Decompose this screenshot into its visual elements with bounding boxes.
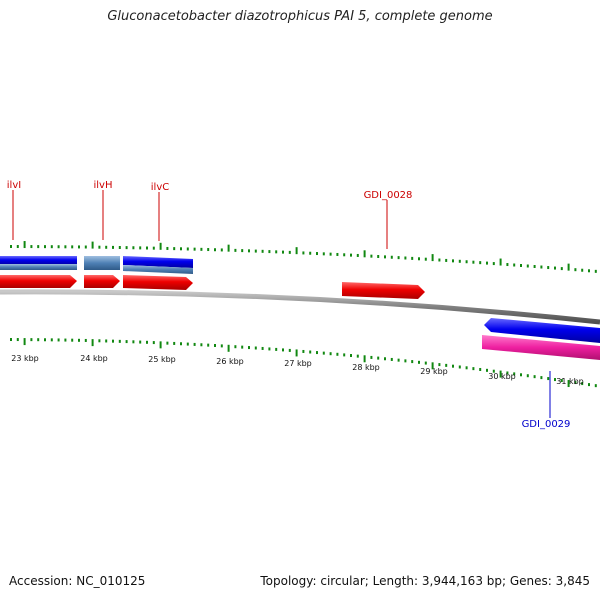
operon-strip-middle[interactable] [84, 256, 120, 270]
scale-label: 23 kbp [11, 354, 39, 363]
tick-marks-upper [10, 241, 597, 273]
operon-strip-left[interactable] [0, 264, 77, 270]
gene-reverse-ilvI-region[interactable] [0, 256, 77, 265]
gene-ilvH[interactable] [84, 275, 120, 288]
gene-ilvI[interactable] [0, 275, 77, 288]
operon-strip-right[interactable] [123, 265, 193, 274]
gene-ilvC[interactable] [123, 275, 193, 290]
label-ilvC[interactable]: ilvC [151, 182, 169, 193]
label-ilvH[interactable]: ilvH [94, 180, 113, 191]
label-GDI_0029[interactable]: GDI_0029 [522, 419, 571, 430]
scale-label: 31 kbp [556, 377, 584, 386]
scale-labels: 23 kbp 24 kbp 25 kbp 26 kbp 27 kbp 28 kb… [11, 354, 584, 386]
scale-label: 27 kbp [284, 359, 312, 368]
scale-label: 30 kbp [488, 372, 516, 381]
tick-marks-lower [10, 338, 597, 388]
scale-label: 26 kbp [216, 357, 244, 366]
genome-title: Gluconacetobacter diazotrophicus PAI 5, … [107, 9, 493, 24]
accession-text: Accession: NC_010125 [9, 574, 146, 588]
scale-label: 28 kbp [352, 363, 380, 372]
gene-reverse-31kbp[interactable] [484, 318, 600, 343]
genome-summary-text: Topology: circular; Length: 3,944,163 bp… [260, 574, 590, 588]
label-ilvI[interactable]: ilvI [7, 180, 21, 191]
scale-label: 24 kbp [80, 354, 108, 363]
label-GDI_0028[interactable]: GDI_0028 [364, 190, 413, 201]
gene-GDI_0029[interactable] [482, 335, 600, 360]
genome-backbone [0, 289, 600, 325]
scale-label: 25 kbp [148, 355, 176, 364]
gene-reverse-ilvC-region[interactable] [123, 256, 193, 268]
gene-GDI_0028[interactable] [342, 282, 425, 299]
scale-label: 29 kbp [420, 367, 448, 376]
